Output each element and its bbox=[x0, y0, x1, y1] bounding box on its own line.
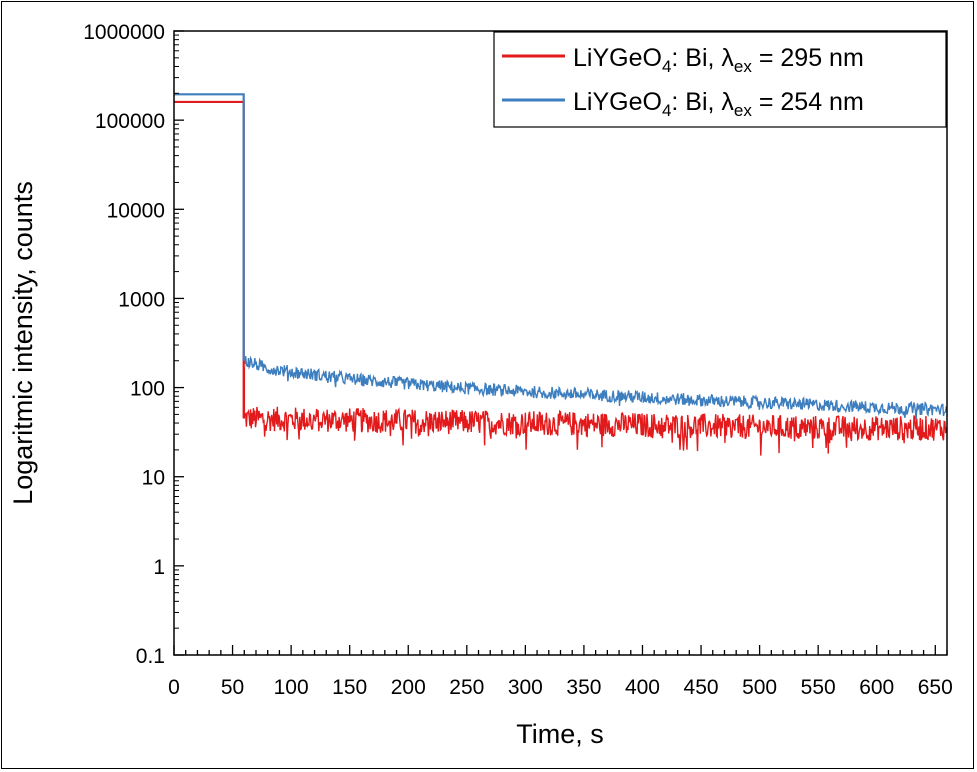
series-noise-layer bbox=[243, 355, 947, 456]
y-tick-label: 10000 bbox=[107, 199, 165, 222]
legend-label-254nm-sub: 4 bbox=[662, 101, 671, 120]
legend-label-295nm: LiYGeO4: Bi, λex = 295 nm bbox=[573, 44, 864, 76]
x-tick-label: 550 bbox=[801, 676, 836, 699]
x-tick-label: 350 bbox=[566, 676, 601, 699]
legend: LiYGeO4: Bi, λex = 295 nm LiYGeO4: Bi, λ… bbox=[493, 31, 947, 128]
y-tick-label: 1000 bbox=[118, 288, 165, 311]
series-step-0 bbox=[174, 100, 245, 419]
series-lines-layer bbox=[174, 93, 246, 419]
x-tick-label: 450 bbox=[684, 676, 719, 699]
legend-label-254nm-sub2: ex bbox=[734, 101, 752, 120]
legend-label-295nm-tail: = 295 nm bbox=[752, 44, 864, 72]
y-tick-label: 1000000 bbox=[83, 21, 165, 44]
y-tick-label: 0.1 bbox=[136, 645, 165, 668]
y-axis-title: Logaritmic intensity, counts bbox=[8, 181, 38, 505]
x-tick-label: 400 bbox=[625, 676, 660, 699]
y-tick-label: 10 bbox=[142, 467, 165, 490]
legend-box bbox=[493, 31, 947, 128]
x-tick-label: 650 bbox=[918, 676, 953, 699]
legend-label-295nm-mid: : Bi, λ bbox=[671, 44, 734, 72]
x-tick-label: 500 bbox=[742, 676, 777, 699]
series-noise-0 bbox=[243, 406, 947, 456]
y-axis-ticks: 0.1 1 10 100 1000 10000 100000 1000000 bbox=[83, 21, 184, 668]
x-tick-label: 0 bbox=[168, 676, 180, 699]
y-tick-label: 1 bbox=[153, 556, 165, 579]
x-tick-label: 250 bbox=[449, 676, 484, 699]
series-step-1 bbox=[174, 93, 245, 361]
y-tick-label: 100 bbox=[130, 378, 165, 401]
x-tick-label: 50 bbox=[221, 676, 244, 699]
legend-label-254nm-base: LiYGeO bbox=[573, 88, 662, 116]
x-tick-label: 300 bbox=[508, 676, 543, 699]
legend-label-295nm-base: LiYGeO bbox=[573, 44, 662, 72]
x-tick-label: 100 bbox=[274, 676, 309, 699]
series-noise-1 bbox=[243, 355, 947, 420]
x-tick-label: 150 bbox=[332, 676, 367, 699]
y-tick-label: 100000 bbox=[95, 110, 165, 133]
legend-label-254nm-mid: : Bi, λ bbox=[671, 88, 734, 116]
legend-label-254nm: LiYGeO4: Bi, λex = 254 nm bbox=[573, 88, 864, 120]
x-axis-ticks: 0 50 100 150 200 250 300 350 400 450 500 550 600 650 bbox=[168, 645, 953, 699]
x-tick-label: 200 bbox=[391, 676, 426, 699]
legend-label-254nm-tail: = 254 nm bbox=[752, 88, 864, 116]
legend-label-295nm-sub: 4 bbox=[662, 57, 671, 76]
x-tick-label: 600 bbox=[859, 676, 894, 699]
x-axis-title: Time, s bbox=[516, 719, 604, 749]
legend-label-295nm-sub2: ex bbox=[734, 57, 752, 76]
